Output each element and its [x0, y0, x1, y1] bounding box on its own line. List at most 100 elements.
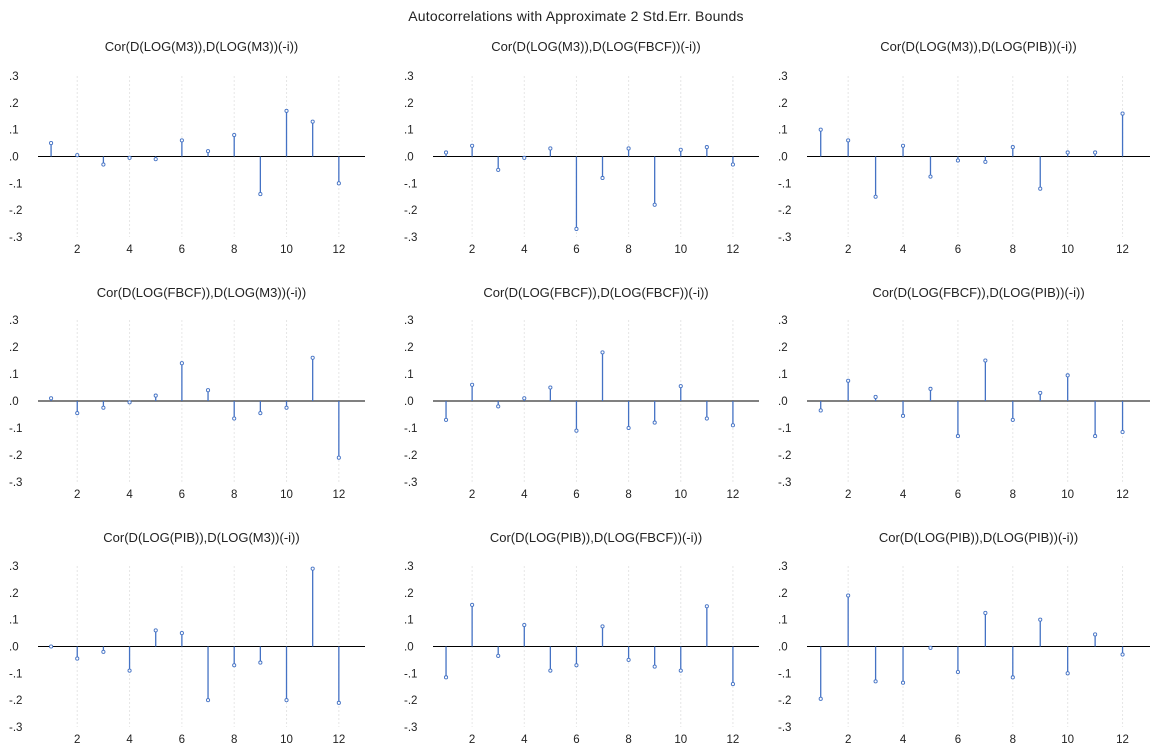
- point-lag-5: [928, 386, 933, 391]
- y-tick-label: -.2: [9, 450, 22, 462]
- y-tick-label: -.2: [778, 695, 791, 707]
- point-lag-10: [284, 405, 289, 410]
- x-tick-label: 10: [674, 734, 687, 746]
- point-lag-10: [1065, 671, 1070, 676]
- point-lag-9: [1038, 390, 1043, 395]
- point-lag-11: [1093, 434, 1098, 439]
- y-tick-label: .1: [9, 369, 19, 381]
- y-tick-label: .2: [404, 588, 414, 600]
- point-lag-9: [258, 660, 263, 665]
- panel-9: Cor(D(LOG(PIB)),D(LOG(PIB))(-i)) .3 .2 .1 .0…: [778, 530, 1150, 746]
- x-tick-label: 8: [625, 489, 631, 501]
- point-lag-4: [127, 155, 132, 160]
- point-lag-2: [75, 153, 80, 158]
- point-lag-1: [443, 675, 449, 680]
- y-tick-label: .3: [9, 561, 19, 573]
- point-lag-3: [873, 394, 878, 400]
- x-tick-label: 2: [74, 244, 80, 256]
- point-lag-8: [1010, 145, 1015, 150]
- panel-title: Cor(D(LOG(M3)),D(LOG(PIB))(-i)): [880, 39, 1076, 54]
- x-tick-label: 10: [1061, 489, 1074, 501]
- x-tick-label: 2: [845, 244, 851, 256]
- x-tick-label: 6: [179, 734, 185, 746]
- point-lag-4: [127, 400, 132, 405]
- panel-2: Cor(D(LOG(M3)),D(LOG(FBCF))(-i)) .3 .2 .1 .0…: [404, 39, 759, 256]
- point-lag-12: [730, 423, 735, 428]
- point-lag-8: [1010, 417, 1015, 422]
- x-tick-label: 8: [1010, 489, 1016, 501]
- x-tick-label: 12: [727, 489, 740, 501]
- panel-7: Cor(D(LOG(PIB)),D(LOG(M3))(-i)) .3 .2 .1 .0 -…: [9, 530, 365, 746]
- y-tick-label: -.1: [9, 668, 22, 680]
- point-lag-8: [232, 132, 237, 138]
- y-tick-label: .0: [9, 152, 19, 164]
- point-lag-11: [310, 566, 315, 571]
- x-tick-label: 2: [74, 734, 80, 746]
- y-tick-label: -.3: [404, 477, 417, 489]
- x-tick-label: 2: [469, 489, 475, 501]
- point-lag-4: [127, 668, 132, 673]
- point-lag-10: [1065, 150, 1070, 155]
- panel-8: Cor(D(LOG(PIB)),D(LOG(FBCF))(-i)) .3 .2 .1.…: [404, 530, 759, 746]
- y-tick-label: .2: [778, 588, 788, 600]
- point-lag-4: [900, 143, 906, 148]
- y-tick-label: -.2: [778, 450, 791, 462]
- point-lag-3: [496, 404, 501, 409]
- x-tick-label: 12: [332, 489, 345, 501]
- panel-4: Cor(D(LOG(FBCF)),D(LOG(M3))(-i)) .3 .2 .1 .0…: [9, 285, 365, 501]
- y-tick-label: -.1: [778, 178, 791, 190]
- point-lag-10: [1065, 373, 1070, 378]
- x-tick-label: 12: [1116, 734, 1129, 746]
- point-lag-1: [49, 396, 54, 401]
- point-lag-11: [310, 119, 315, 124]
- x-tick-label: 8: [231, 244, 237, 256]
- x-tick-label: 6: [955, 244, 961, 256]
- y-tick-label: .3: [778, 71, 788, 83]
- x-tick-label: 6: [573, 244, 579, 256]
- x-tick-label: 8: [625, 734, 631, 746]
- point-lag-10: [678, 668, 683, 673]
- y-tick-label: -.1: [404, 178, 417, 190]
- point-lag-6: [955, 158, 960, 163]
- point-lag-1: [443, 150, 449, 155]
- point-lag-6: [955, 669, 960, 675]
- point-lag-8: [626, 146, 631, 151]
- y-tick-label: -.2: [404, 205, 417, 217]
- point-lag-5: [153, 628, 158, 633]
- y-tick-label: -.3: [9, 232, 22, 244]
- point-lag-12: [336, 700, 341, 705]
- x-tick-label: 4: [126, 734, 133, 746]
- y-tick-label: .2: [9, 588, 19, 600]
- y-tick-label: .0: [778, 396, 788, 408]
- panel-title: Cor(D(LOG(PIB)),D(LOG(FBCF))(-i)): [490, 530, 702, 545]
- point-lag-4: [522, 155, 527, 160]
- point-lag-10: [678, 384, 683, 389]
- x-tick-label: 2: [74, 489, 80, 501]
- y-tick-label: .3: [778, 561, 788, 573]
- point-lag-9: [1038, 617, 1043, 622]
- point-lag-12: [730, 682, 735, 687]
- point-lag-6: [179, 631, 184, 636]
- x-tick-label: 10: [280, 489, 293, 501]
- y-tick-label: .0: [404, 642, 414, 654]
- point-lag-10: [284, 108, 289, 113]
- point-lag-7: [205, 149, 211, 154]
- point-lag-3: [873, 679, 878, 684]
- point-lag-3: [101, 405, 106, 410]
- point-lag-12: [730, 162, 735, 167]
- x-tick-label: 6: [179, 244, 185, 256]
- point-lag-6: [574, 663, 579, 668]
- y-tick-label: .0: [9, 642, 19, 654]
- x-tick-label: 2: [845, 489, 851, 501]
- point-lag-10: [284, 698, 289, 703]
- x-tick-label: 4: [521, 734, 528, 746]
- point-lag-3: [496, 653, 501, 658]
- x-tick-label: 12: [332, 734, 345, 746]
- point-lag-8: [232, 663, 237, 668]
- point-lag-7: [983, 358, 988, 363]
- y-tick-label: .3: [404, 315, 414, 327]
- x-tick-label: 10: [280, 734, 293, 746]
- x-tick-label: 12: [1116, 244, 1129, 256]
- panel-1: Cor(D(LOG(M3)),D(LOG(M3))(-i)) .3 .2 .1 .0 -.…: [9, 39, 365, 256]
